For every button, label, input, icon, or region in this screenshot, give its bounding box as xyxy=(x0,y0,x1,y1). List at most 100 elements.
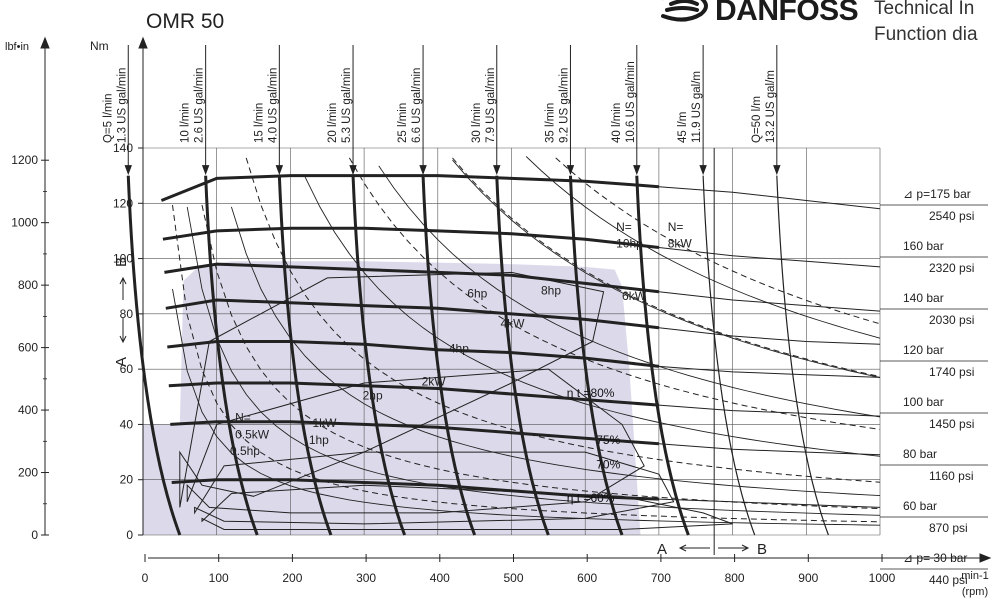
power-label: 2hp xyxy=(363,389,383,403)
torque-curve-extension xyxy=(658,443,881,456)
flow-arrow-icon xyxy=(275,165,284,176)
x-axis-label-sub: (rpm) xyxy=(962,586,988,598)
y-axis-label-nm: Nm xyxy=(90,39,109,53)
torque-curve xyxy=(165,298,660,330)
flow-label-gpm: 2.6 US gal/min xyxy=(194,68,206,143)
torque-curve-extension xyxy=(658,404,881,417)
torque-curve xyxy=(167,340,660,368)
power-label: 6kW xyxy=(622,289,647,303)
flow-curve xyxy=(702,175,756,536)
power-curve-hp xyxy=(378,165,881,418)
power-label: 6hp xyxy=(467,286,487,300)
pressure-label-bar: 100 bar xyxy=(903,395,944,409)
flow-arrow-icon xyxy=(633,165,641,176)
pressure-label-psi: 1160 psi xyxy=(929,469,973,483)
y-axis-arrow-icon xyxy=(138,36,148,49)
ab-arrow-down-icon xyxy=(119,318,127,344)
power-curve-kw xyxy=(348,157,881,430)
power-label: N= xyxy=(616,220,632,234)
flow-label-lpm: 35 l/min xyxy=(544,103,556,143)
efficiency-curve xyxy=(194,451,675,525)
flow-label-gpm: 6.6 US gal/min xyxy=(411,68,423,143)
ab-arrow-right-icon xyxy=(718,544,750,552)
power-curve-kw xyxy=(172,204,881,523)
pressure-label-bar: 140 bar xyxy=(903,291,944,305)
y-tick-label: 100 xyxy=(113,252,133,266)
power-label: 1hp xyxy=(309,433,329,447)
pressure-label-bar: ⊿ p=175 bar xyxy=(903,187,971,201)
danfoss-logo-icon xyxy=(661,0,708,22)
flow-label-gpm: 7.9 US gal/min xyxy=(485,68,497,143)
flow-curve xyxy=(204,175,259,536)
flow-curve xyxy=(126,175,182,536)
torque-curve xyxy=(170,420,660,446)
flow-arrow-icon xyxy=(493,165,501,176)
flow-arrow-icon xyxy=(699,165,707,176)
pressure-label-psi: 2540 psi xyxy=(929,209,974,223)
outer-y-tick-label: 0 xyxy=(31,528,38,542)
outer-y-tick-label: 200 xyxy=(18,466,38,480)
power-curve-kw xyxy=(245,157,881,483)
pressure-label-psi: 440 psi xyxy=(929,573,968,587)
power-label: 0.5kW xyxy=(235,427,270,441)
x-tick-label: 200 xyxy=(282,571,302,585)
ab-marker-b-bottom: B xyxy=(757,541,767,558)
ab-arrow-up-icon xyxy=(119,276,127,300)
power-curve-hp xyxy=(172,288,881,526)
power-label: N= xyxy=(668,220,684,234)
power-label: 1kW xyxy=(313,416,338,430)
efficiency-label: η t =80% xyxy=(567,386,615,400)
pressure-label-psi: 870 psi xyxy=(929,521,968,535)
y-tick-label: 40 xyxy=(120,417,134,431)
flow-label-gpm: 10.6 US gal/min xyxy=(625,61,637,143)
chart-title: OMR 50 xyxy=(146,10,225,33)
power-label: 4kW xyxy=(500,317,525,331)
power-label: 0.5hp xyxy=(230,444,260,458)
power-label: 8hp xyxy=(541,284,561,298)
x-tick-label: 100 xyxy=(209,571,229,585)
y-tick-label: 80 xyxy=(120,307,134,321)
y-tick-label: 60 xyxy=(120,362,134,376)
x-tick-label: 900 xyxy=(798,571,818,585)
efficiency-curve xyxy=(179,271,605,508)
flow-curve xyxy=(351,175,407,536)
torque-curve xyxy=(160,174,660,202)
flow-label-gpm: 1.3 US gal/min xyxy=(116,68,128,143)
power-curve-kw xyxy=(201,204,881,510)
outer-y-tick-label: 600 xyxy=(18,341,38,355)
flow-arrow-icon xyxy=(566,165,575,176)
pressure-label-bar: 120 bar xyxy=(903,343,944,357)
y-axis-arrow-icon xyxy=(40,36,50,49)
flow-label-gpm: 5.3 US gal/min xyxy=(341,68,353,143)
torque-curve xyxy=(168,381,660,407)
power-label: 8kW xyxy=(668,237,693,251)
torque-curve-extension xyxy=(658,498,881,508)
power-curve-hp xyxy=(452,159,881,378)
flow-label-gpm: 11.9 US gal/m xyxy=(691,71,703,143)
flow-curve xyxy=(495,175,550,536)
power-curve-hp xyxy=(230,206,881,497)
y-tick-label: 20 xyxy=(120,473,134,487)
x-tick-label: 300 xyxy=(356,571,376,585)
flow-label-gpm: 13.2 US gal/m xyxy=(765,70,777,143)
doc-subtitle-line1: Technical In xyxy=(874,0,975,19)
flow-curve xyxy=(776,175,829,536)
x-tick-label: 800 xyxy=(725,571,745,585)
outer-y-tick-label: 400 xyxy=(18,403,38,417)
flow-arrow-icon xyxy=(419,165,427,176)
flow-arrow-icon xyxy=(201,165,210,176)
flow-curve xyxy=(277,175,333,536)
x-tick-label: 600 xyxy=(577,571,597,585)
efficiency-label: 70% xyxy=(596,458,620,472)
ab-marker-a: A xyxy=(113,357,130,367)
outer-y-tick-label: 1000 xyxy=(11,216,38,230)
flow-label-lpm: 45 l/m xyxy=(677,112,689,143)
doc-subtitle-line2: Function dia xyxy=(874,24,978,45)
flow-arrow-icon xyxy=(124,165,132,176)
flow-curve xyxy=(635,175,690,536)
torque-curve-extension xyxy=(658,291,881,312)
x-tick-label: 700 xyxy=(651,571,671,585)
torque-curve-extension xyxy=(658,247,881,268)
power-curve-hp xyxy=(186,206,881,516)
